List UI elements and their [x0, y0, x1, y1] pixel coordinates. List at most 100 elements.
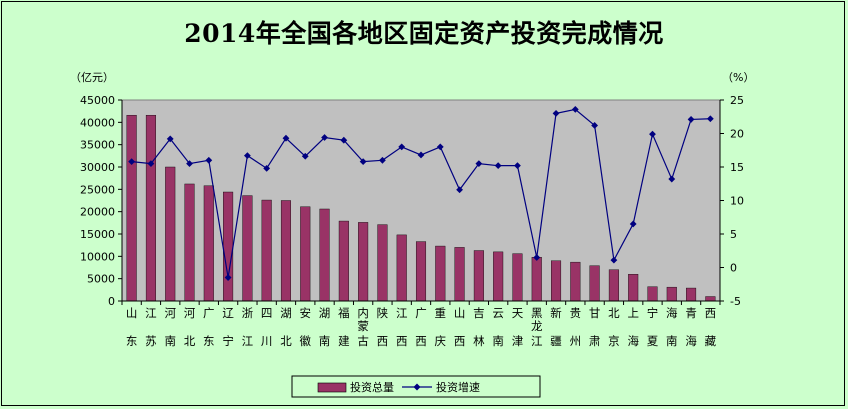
bar: [300, 206, 311, 302]
category-label-char: 北: [608, 306, 620, 320]
category-label-char: 海: [685, 334, 697, 348]
axes: 0 5000 10000 15000 20000 25000 30000 35000 40000…: [80, 94, 744, 308]
left-tick-label: 30000: [80, 161, 115, 174]
line-series: [128, 105, 714, 281]
bar: [184, 183, 195, 302]
growth-point: [166, 135, 174, 143]
category-label-char: 藏: [705, 334, 717, 348]
category-label-char: 江: [531, 334, 543, 348]
category-label-char: 蒙: [357, 319, 369, 333]
left-tick-label: 35000: [80, 139, 115, 152]
left-tick-label: 15000: [80, 228, 115, 241]
bar: [338, 220, 349, 302]
category-label-char: 青: [685, 306, 697, 320]
right-tick-label: 25: [730, 94, 744, 107]
growth-point: [205, 156, 213, 164]
bar: [280, 200, 291, 302]
growth-point: [436, 143, 444, 151]
category-label-char: 广: [415, 306, 427, 320]
legend-line-marker: [413, 383, 421, 391]
category-label-char: 广: [203, 306, 215, 320]
growth-point: [398, 143, 406, 151]
growth-point: [494, 162, 502, 170]
right-tick-label: 20: [730, 128, 744, 141]
category-label-char: 安: [300, 306, 312, 320]
bar: [203, 185, 214, 302]
bar: [126, 114, 137, 302]
chart-title: 2014年全国各地区固定资产投资完成情况: [184, 19, 664, 48]
right-axis-unit: （%）: [722, 71, 754, 84]
category-label-char: 西: [377, 334, 389, 348]
bar: [435, 245, 446, 302]
category-label-char: 州: [570, 334, 582, 348]
growth-point: [379, 156, 386, 164]
growth-point: [147, 160, 155, 168]
growth-point: [263, 164, 271, 172]
category-label-char: 庆: [435, 334, 447, 348]
left-tick-label: 20000: [80, 206, 115, 219]
growth-point: [706, 115, 714, 123]
growth-point: [224, 274, 232, 281]
growth-point: [571, 105, 579, 113]
left-tick-label: 40000: [80, 116, 115, 129]
bar: [686, 287, 697, 302]
bar: [261, 199, 272, 302]
growth-point: [243, 152, 251, 160]
category-label-char: 南: [492, 334, 504, 348]
left-tick-label: 5000: [87, 273, 115, 286]
category-label-char: 西: [396, 334, 408, 348]
left-tick-label: 0: [108, 295, 115, 308]
growth-point: [282, 134, 290, 142]
category-label-char: 夏: [647, 334, 659, 348]
category-label-char: 云: [492, 306, 504, 320]
growth-point: [186, 160, 193, 168]
category-label-char: 南: [666, 334, 678, 348]
growth-point: [340, 136, 348, 144]
legend-bar-label: 投资总量: [350, 380, 394, 394]
category-label-char: 南: [319, 334, 331, 348]
right-tick-label: 0: [730, 262, 737, 275]
right-tick-label: 10: [730, 195, 744, 208]
category-label-char: 山: [126, 306, 138, 320]
category-label-char: 江: [145, 306, 157, 320]
bar: [454, 247, 465, 302]
growth-point: [552, 110, 560, 117]
category-label-char: 肃: [589, 334, 601, 348]
bar: [628, 274, 639, 302]
growth-point: [321, 134, 328, 141]
bar: [589, 265, 600, 302]
category-label-char: 黑: [531, 306, 543, 320]
category-label-char: 上: [627, 306, 639, 320]
category-label-char: 河: [164, 306, 176, 320]
category-label-char: 辽: [222, 306, 234, 320]
category-label-char: 浙: [242, 306, 254, 320]
bar: [551, 260, 562, 302]
legend: 投资总量 投资增速: [291, 375, 541, 398]
category-label-char: 疆: [550, 334, 562, 348]
category-label-char: 贵: [570, 306, 582, 320]
category-label-char: 北: [184, 334, 196, 348]
category-label-char: 西: [454, 334, 466, 348]
growth-point: [610, 256, 618, 264]
category-label-char: 内: [357, 306, 369, 320]
category-label-char: 东: [203, 334, 215, 348]
category-label-char: 苏: [145, 334, 157, 348]
left-axis-unit: （亿元）: [70, 71, 114, 84]
bar-series: [126, 114, 716, 302]
bar: [396, 234, 407, 302]
growth-point: [128, 158, 136, 166]
growth-point: [629, 220, 637, 228]
category-label-char: 河: [184, 306, 196, 320]
category-label-char: 湖: [319, 306, 331, 320]
growth-point: [668, 175, 676, 183]
growth-point: [475, 160, 483, 168]
category-label-char: 江: [242, 334, 254, 348]
category-label-char: 甘: [589, 306, 601, 320]
growth-point: [533, 254, 541, 261]
category-label-char: 四: [261, 306, 273, 320]
category-label-char: 吉: [473, 306, 485, 320]
right-tick-label: 5: [730, 228, 737, 241]
bar: [358, 222, 369, 302]
bar: [415, 241, 427, 302]
